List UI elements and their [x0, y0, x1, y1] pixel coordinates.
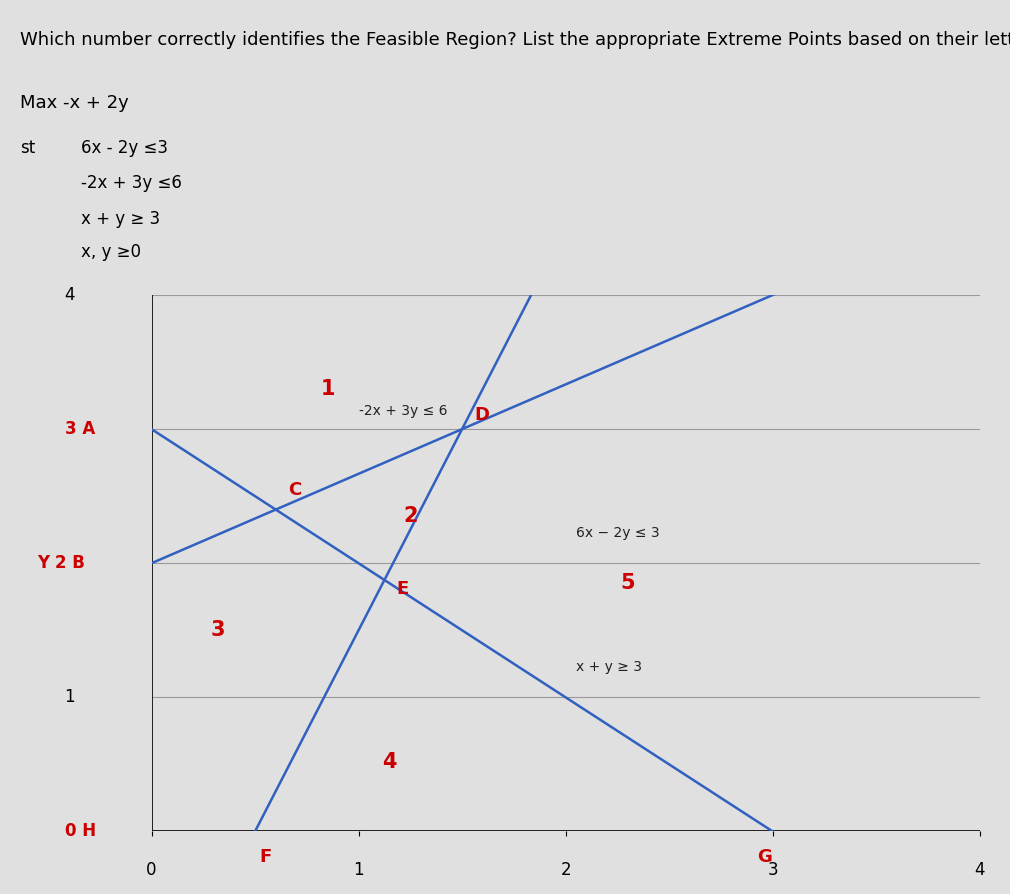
Text: 6x − 2y ≤ 3: 6x − 2y ≤ 3: [576, 526, 660, 540]
Text: C: C: [288, 481, 301, 499]
Text: F: F: [260, 848, 272, 865]
Text: x + y ≥ 3: x + y ≥ 3: [576, 660, 642, 674]
Text: st: st: [20, 139, 35, 156]
Text: G: G: [756, 848, 772, 865]
Text: 5: 5: [620, 573, 635, 594]
Text: 2: 2: [561, 861, 571, 879]
Text: x, y ≥0: x, y ≥0: [81, 243, 140, 261]
Text: Y 2 B: Y 2 B: [37, 554, 86, 572]
Text: 4: 4: [65, 286, 75, 304]
Text: x + y ≥ 3: x + y ≥ 3: [81, 210, 160, 228]
Text: D: D: [475, 406, 490, 424]
Text: 1: 1: [354, 861, 364, 879]
Text: 1: 1: [320, 379, 334, 399]
Text: Max -x + 2y: Max -x + 2y: [20, 94, 129, 112]
Text: -2x + 3y ≤6: -2x + 3y ≤6: [81, 174, 182, 192]
Text: 0: 0: [146, 861, 157, 879]
Text: -2x + 3y ≤ 6: -2x + 3y ≤ 6: [359, 404, 447, 418]
Text: 0 H: 0 H: [65, 822, 96, 840]
Text: 1: 1: [65, 688, 75, 706]
Text: E: E: [397, 580, 409, 598]
Text: 3: 3: [210, 620, 225, 640]
Text: 2: 2: [403, 506, 417, 527]
Text: Which number correctly identifies the Feasible Region? List the appropriate Extr: Which number correctly identifies the Fe…: [20, 31, 1010, 49]
Text: 4: 4: [383, 752, 397, 772]
Text: 3 A: 3 A: [65, 420, 95, 438]
Text: 3: 3: [768, 861, 778, 879]
Text: 4: 4: [975, 861, 985, 879]
Text: 6x - 2y ≤3: 6x - 2y ≤3: [81, 139, 168, 156]
